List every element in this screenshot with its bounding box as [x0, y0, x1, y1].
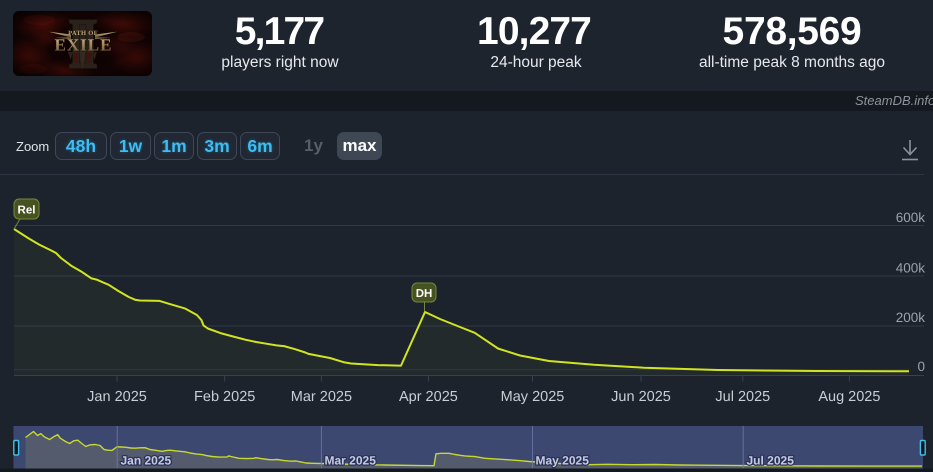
svg-text:DH: DH [416, 288, 433, 300]
svg-text:0: 0 [917, 359, 925, 374]
svg-text:Apr 2025: Apr 2025 [399, 389, 458, 405]
svg-text:200k: 200k [896, 310, 926, 325]
svg-text:Mar 2025: Mar 2025 [291, 389, 352, 405]
svg-text:May 2025: May 2025 [536, 454, 590, 468]
svg-text:Mar 2025: Mar 2025 [325, 454, 377, 468]
svg-text:Feb 2025: Feb 2025 [194, 389, 255, 405]
svg-text:600k: 600k [896, 210, 926, 225]
svg-text:Jan 2025: Jan 2025 [87, 389, 147, 405]
svg-text:May 2025: May 2025 [501, 389, 565, 405]
svg-text:Jul 2025: Jul 2025 [747, 454, 795, 468]
svg-text:Jul 2025: Jul 2025 [715, 389, 770, 405]
svg-text:Aug 2025: Aug 2025 [818, 389, 880, 405]
svg-text:Jan 2025: Jan 2025 [121, 454, 172, 468]
svg-text:Jun 2025: Jun 2025 [611, 389, 671, 405]
svg-text:400k: 400k [896, 261, 926, 276]
svg-text:Rel: Rel [18, 205, 36, 217]
